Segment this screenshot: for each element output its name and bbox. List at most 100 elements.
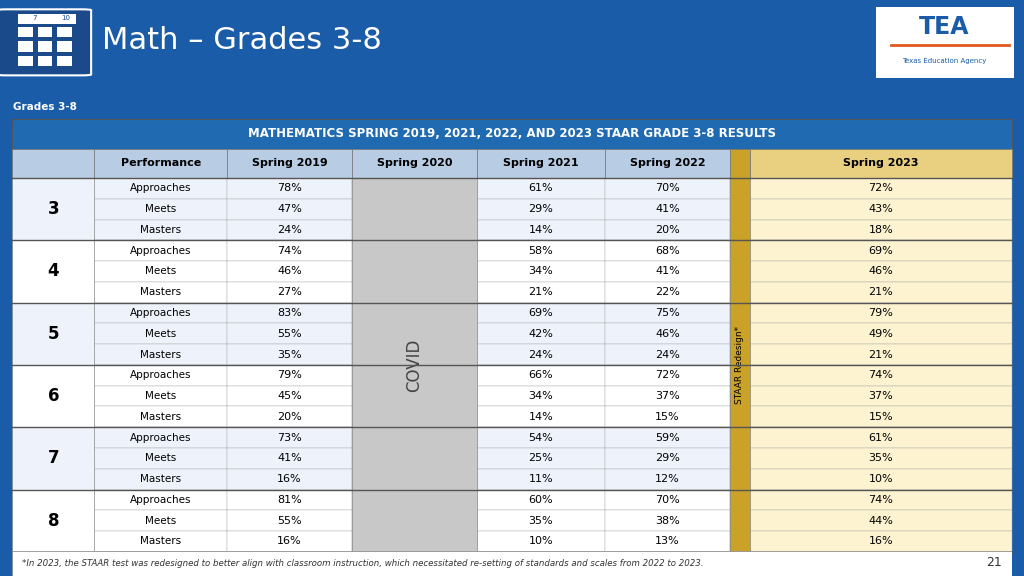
Text: 3: 3	[47, 200, 59, 218]
Bar	[38, 41, 52, 52]
Text: 55%: 55%	[278, 516, 302, 526]
Text: 79%: 79%	[278, 370, 302, 380]
Text: 7: 7	[33, 15, 37, 21]
Text: Meets: Meets	[145, 453, 176, 463]
Text: Meets: Meets	[145, 329, 176, 339]
Bar	[94, 219, 227, 240]
Bar	[477, 302, 605, 323]
Bar	[477, 510, 605, 531]
Bar	[352, 178, 477, 199]
Text: 46%: 46%	[278, 267, 302, 276]
Bar	[227, 261, 352, 282]
Text: 29%: 29%	[528, 204, 553, 214]
Bar	[94, 510, 227, 531]
Text: 46%: 46%	[868, 267, 893, 276]
Bar	[605, 282, 730, 302]
Bar	[352, 199, 477, 219]
Text: Spring 2019: Spring 2019	[252, 158, 328, 168]
Bar	[605, 323, 730, 344]
Text: 14%: 14%	[528, 412, 553, 422]
Text: 10: 10	[61, 15, 71, 21]
Text: 29%: 29%	[655, 453, 680, 463]
Bar	[730, 219, 750, 240]
Text: 11%: 11%	[528, 474, 553, 484]
Text: 7: 7	[47, 449, 59, 467]
Bar	[18, 27, 33, 37]
Bar	[605, 448, 730, 469]
Bar	[605, 178, 730, 199]
Bar	[750, 365, 1012, 386]
Bar	[12, 149, 94, 178]
Bar	[605, 531, 730, 552]
Bar	[477, 219, 605, 240]
Text: STAAR Redesign*: STAAR Redesign*	[735, 326, 744, 404]
Text: 69%: 69%	[868, 246, 893, 256]
Bar	[227, 302, 352, 323]
Bar	[730, 323, 750, 344]
Bar	[477, 149, 605, 178]
Text: 13%: 13%	[655, 536, 680, 547]
Bar	[750, 261, 1012, 282]
Text: 74%: 74%	[868, 495, 893, 505]
Text: 38%: 38%	[655, 516, 680, 526]
Text: *In 2023, the STAAR test was redesigned to better align with classroom instructi: *In 2023, the STAAR test was redesigned …	[23, 559, 703, 568]
Bar	[94, 261, 227, 282]
Bar	[477, 407, 605, 427]
Bar	[730, 149, 750, 178]
Bar	[750, 282, 1012, 302]
Text: 37%: 37%	[655, 391, 680, 401]
Bar	[605, 219, 730, 240]
Text: 60%: 60%	[528, 495, 553, 505]
Bar	[605, 199, 730, 219]
Text: 21: 21	[986, 556, 1001, 569]
Bar	[750, 219, 1012, 240]
Bar	[227, 149, 352, 178]
Bar	[352, 386, 477, 407]
Bar	[12, 178, 94, 240]
Text: 25%: 25%	[528, 453, 553, 463]
Text: 43%: 43%	[868, 204, 893, 214]
Bar	[750, 178, 1012, 199]
Text: 15%: 15%	[655, 412, 680, 422]
Bar	[227, 365, 352, 386]
Bar	[477, 261, 605, 282]
Bar	[477, 386, 605, 407]
Text: 20%: 20%	[278, 412, 302, 422]
Text: Masters: Masters	[140, 536, 181, 547]
Text: 41%: 41%	[655, 204, 680, 214]
Bar	[352, 149, 477, 178]
Text: Approaches: Approaches	[130, 183, 191, 194]
Bar	[227, 531, 352, 552]
Text: 16%: 16%	[278, 536, 302, 547]
Bar	[876, 7, 1014, 78]
Bar	[94, 323, 227, 344]
Text: 35%: 35%	[528, 516, 553, 526]
Bar	[227, 282, 352, 302]
Bar	[750, 531, 1012, 552]
Text: 35%: 35%	[278, 350, 302, 359]
Bar	[730, 510, 750, 531]
Bar	[94, 490, 227, 510]
Bar	[94, 448, 227, 469]
Text: 73%: 73%	[278, 433, 302, 442]
Bar	[477, 490, 605, 510]
Bar	[730, 178, 750, 552]
Text: 12%: 12%	[655, 474, 680, 484]
Bar	[750, 240, 1012, 261]
Text: 42%: 42%	[528, 329, 553, 339]
Bar	[730, 344, 750, 365]
Bar	[477, 365, 605, 386]
Bar	[352, 178, 477, 552]
Bar	[477, 344, 605, 365]
Text: Spring 2020: Spring 2020	[377, 158, 453, 168]
Text: 24%: 24%	[528, 350, 553, 359]
Text: Masters: Masters	[140, 350, 181, 359]
Text: 74%: 74%	[868, 370, 893, 380]
Text: 46%: 46%	[655, 329, 680, 339]
Bar	[94, 240, 227, 261]
Bar	[750, 407, 1012, 427]
Text: Performance: Performance	[121, 158, 201, 168]
Text: 27%: 27%	[278, 287, 302, 297]
Bar	[12, 427, 94, 490]
Text: Meets: Meets	[145, 391, 176, 401]
